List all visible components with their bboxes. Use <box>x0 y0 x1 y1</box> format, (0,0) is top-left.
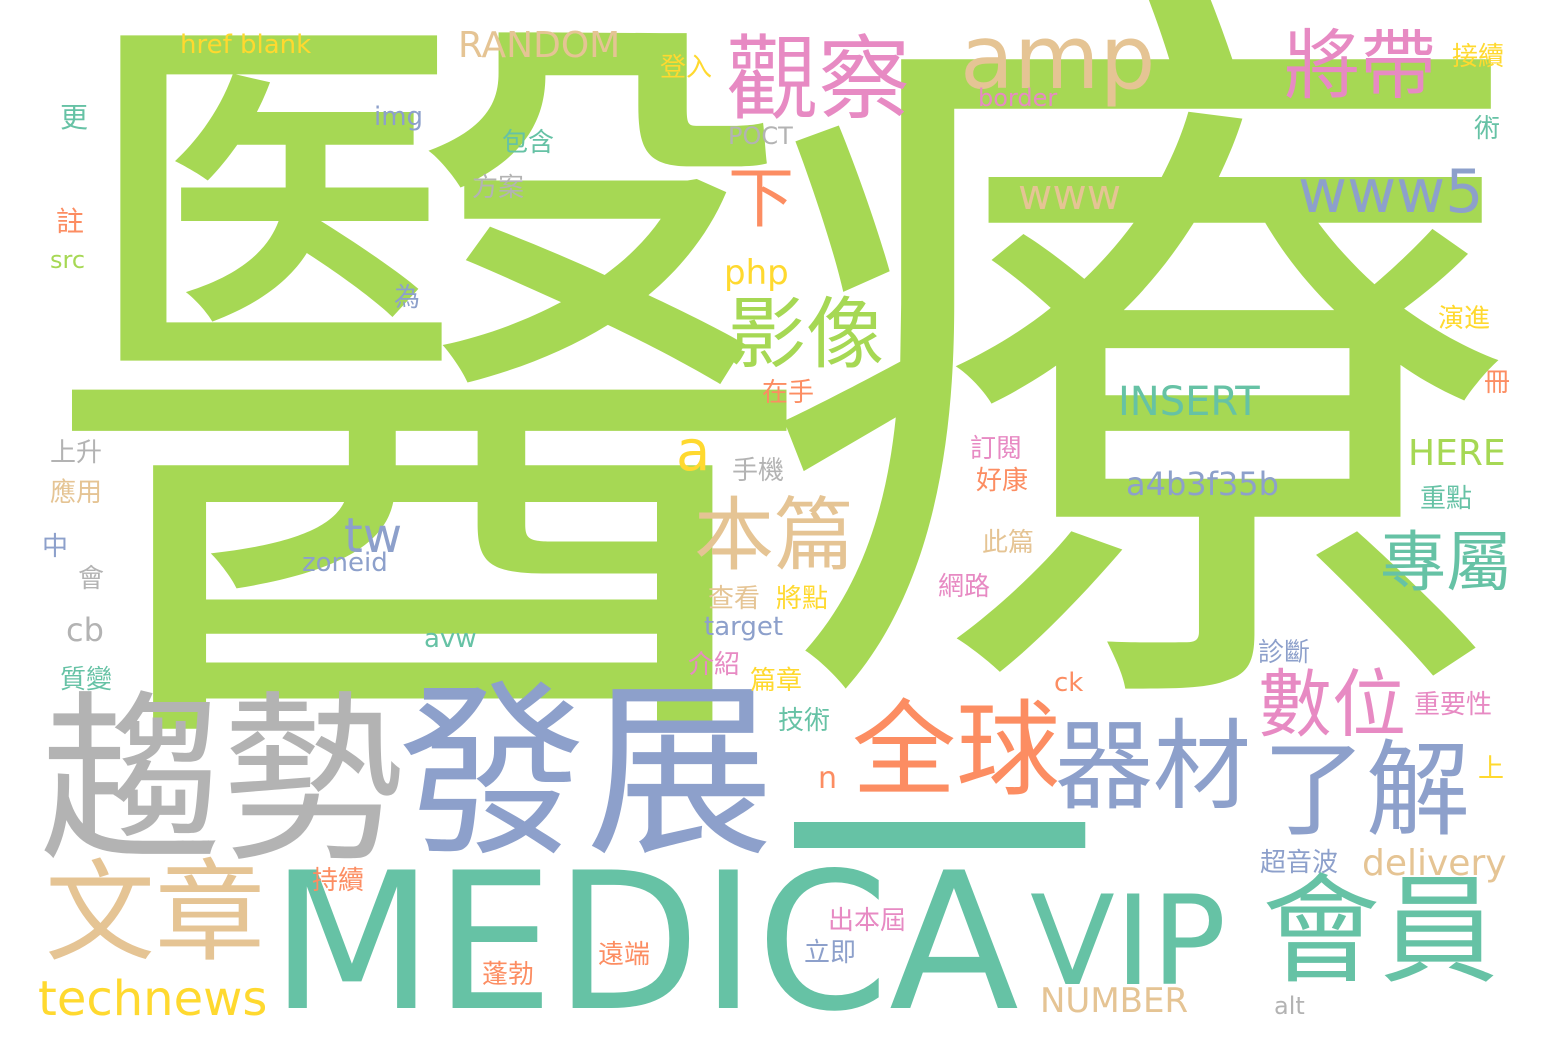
word-ck: ck <box>1054 668 1084 698</box>
word-術: 術 <box>1474 114 1501 144</box>
word-NUMBER: NUMBER <box>1040 981 1189 1021</box>
word-中: 中 <box>42 532 69 562</box>
word-應用: 應用 <box>50 478 103 508</box>
word-技術: 技術 <box>778 706 831 736</box>
word-php: php <box>724 253 789 293</box>
word-遠端: 遠端 <box>598 940 651 970</box>
word-介紹: 介紹 <box>688 650 741 680</box>
word-手機: 手機 <box>732 456 785 486</box>
word-tw: tw <box>344 508 403 564</box>
word-影像: 影像 <box>728 290 885 380</box>
word-n: n <box>818 761 838 796</box>
word-HERE: HERE <box>1408 433 1506 474</box>
word-將點: 將點 <box>776 584 829 614</box>
word-註: 註 <box>56 205 85 238</box>
word-方案: 方案 <box>472 173 525 203</box>
word-POCT: POCT <box>728 122 793 150</box>
word-立即: 立即 <box>804 938 857 968</box>
word-上: 上 <box>1478 754 1505 784</box>
word-本篇: 本篇 <box>694 489 854 582</box>
word-會員: 會員 <box>1262 862 1499 1000</box>
word-src: src <box>50 246 86 274</box>
word-冊: 冊 <box>1484 368 1511 398</box>
word-質變: 質變 <box>60 665 113 695</box>
word-篇章: 篇章 <box>750 666 803 696</box>
word-演進: 演進 <box>1438 304 1491 334</box>
word-接續: 接續 <box>1452 42 1505 72</box>
word-網路: 網路 <box>938 572 991 602</box>
word-href-blank: href blank <box>180 30 312 60</box>
word-觀察: 觀察 <box>726 26 911 133</box>
word-器材: 器材 <box>1055 710 1252 824</box>
word-醫: 醫 <box>40 0 820 852</box>
word-www: www <box>1018 170 1122 219</box>
word-INSERT: INSERT <box>1118 379 1260 425</box>
word-數位: 數位 <box>1258 662 1406 748</box>
word-amp: amp <box>960 6 1156 109</box>
word-target: target <box>704 612 784 642</box>
word-診斷: 診斷 <box>1258 638 1311 668</box>
word-a4b3f35b: a4b3f35b <box>1126 465 1279 503</box>
word-將帶: 將帶 <box>1284 21 1436 110</box>
word-超音波: 超音波 <box>1260 848 1339 878</box>
word-在手: 在手 <box>762 378 815 408</box>
word-包含: 包含 <box>502 128 555 158</box>
word-更: 更 <box>60 101 89 134</box>
word-www5: www5 <box>1298 157 1484 227</box>
word-VIP: VIP <box>1030 870 1227 1014</box>
word-為: 為 <box>394 283 421 313</box>
word-MEDICA: MEDICA <box>270 832 1019 1053</box>
word-重點: 重點 <box>1420 484 1473 514</box>
word-好康: 好康 <box>976 466 1029 496</box>
word-technews: technews <box>38 971 268 1027</box>
word-delivery: delivery <box>1362 843 1507 884</box>
word-文章: 文章 <box>45 849 265 977</box>
word-趨勢: 趨勢 <box>40 675 404 887</box>
word-蓬勃: 蓬勃 <box>482 960 535 990</box>
word-avw: avw <box>424 624 477 654</box>
word-img: img <box>374 102 424 132</box>
word-會: 會 <box>78 564 105 594</box>
word-zoneid: zoneid <box>302 548 388 578</box>
word-重要性: 重要性 <box>1414 690 1493 720</box>
word-療: 療 <box>762 0 1522 807</box>
word-持續: 持續 <box>312 866 365 896</box>
word-發展: 發展 <box>398 664 774 883</box>
word-RANDOM: RANDOM <box>458 25 621 66</box>
word-登入: 登入 <box>660 53 713 83</box>
word-訂閱: 訂閱 <box>970 434 1023 464</box>
word-了解: 了解 <box>1262 729 1471 851</box>
word-一: 一 <box>780 664 1098 1034</box>
word-border: border <box>978 84 1058 112</box>
word-查看: 查看 <box>708 584 761 614</box>
word-下: 下 <box>728 160 794 237</box>
word-此篇: 此篇 <box>982 528 1035 558</box>
word-alt: alt <box>1274 992 1305 1020</box>
word-a: a <box>676 419 711 484</box>
word-出本屆: 出本屆 <box>828 906 907 936</box>
word-專屬: 專屬 <box>1380 524 1512 601</box>
word-上升: 上升 <box>50 438 103 468</box>
word-cb: cb <box>66 611 104 649</box>
word-全球: 全球 <box>852 689 1061 811</box>
